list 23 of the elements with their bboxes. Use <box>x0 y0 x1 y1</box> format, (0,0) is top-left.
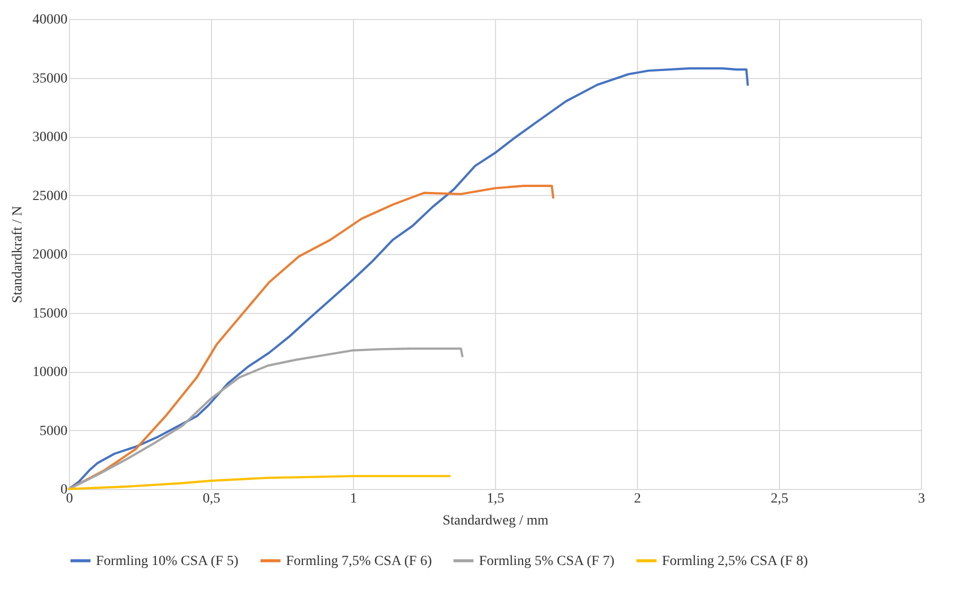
line-series <box>68 67 749 490</box>
x-tick-label: 2 <box>634 492 641 506</box>
x-tick-label: 0,5 <box>202 492 220 506</box>
y-tick-label: 15000 <box>32 306 68 322</box>
x-tick-label: 2,5 <box>770 492 788 506</box>
y-tick-label: 30000 <box>32 130 68 145</box>
y-tick-label: 40000 <box>32 12 68 28</box>
x-tick-label: 3 <box>918 492 925 506</box>
line-series <box>68 474 451 490</box>
y-tick-label: 25000 <box>32 188 68 204</box>
x-tick-label: 1,5 <box>486 492 504 506</box>
x-tick-label: 1 <box>350 492 357 506</box>
legend-label: Formling 2,5% CSA (F 8) <box>662 554 808 569</box>
legend-label: Formling 5% CSA (F 7) <box>479 554 615 569</box>
y-tick-label: 20000 <box>32 248 68 262</box>
y-axis-title: Standardkraft / N <box>10 206 26 304</box>
y-tick-label: 10000 <box>32 365 68 380</box>
legend-label: Formling 7,5% CSA (F 6) <box>286 554 432 569</box>
y-tick-label: 35000 <box>32 71 68 86</box>
y-tick-label: 5000 <box>40 424 68 439</box>
x-axis-title: Standardweg / mm <box>442 514 548 528</box>
line-series <box>68 347 464 490</box>
legend-label: Formling 10% CSA (F 5) <box>96 554 239 569</box>
